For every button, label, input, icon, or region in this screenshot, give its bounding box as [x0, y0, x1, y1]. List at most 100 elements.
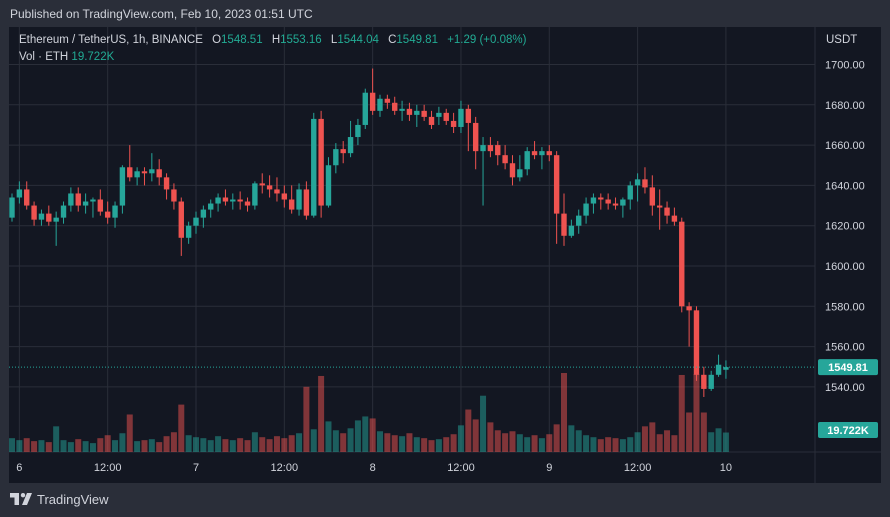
- volume-bar[interactable]: [104, 435, 111, 452]
- candle-body[interactable]: [568, 225, 575, 236]
- volume-bar[interactable]: [450, 434, 457, 452]
- volume-bar[interactable]: [325, 421, 332, 452]
- volume-bar[interactable]: [126, 414, 133, 452]
- volume-bar[interactable]: [362, 416, 369, 452]
- candle-body[interactable]: [546, 151, 552, 156]
- volume-bar[interactable]: [296, 433, 303, 452]
- candle-body[interactable]: [333, 149, 339, 166]
- volume-bar[interactable]: [193, 437, 199, 452]
- volume-bar[interactable]: [354, 420, 361, 452]
- candle-body[interactable]: [311, 118, 317, 216]
- candle-body[interactable]: [97, 199, 104, 212]
- volume-bar[interactable]: [671, 435, 678, 452]
- candle-body[interactable]: [112, 205, 118, 218]
- volume-bar[interactable]: [472, 419, 479, 452]
- candle-body[interactable]: [53, 217, 59, 222]
- volume-bar[interactable]: [273, 436, 280, 452]
- volume-bar[interactable]: [561, 373, 567, 452]
- volume-bar[interactable]: [259, 437, 266, 452]
- candle-body[interactable]: [163, 177, 170, 190]
- volume-bar[interactable]: [200, 438, 207, 452]
- volume-bar[interactable]: [178, 404, 185, 452]
- volume-bar[interactable]: [97, 438, 104, 452]
- volume-bar[interactable]: [421, 438, 428, 452]
- candle-body[interactable]: [266, 185, 273, 190]
- candle-body[interactable]: [465, 108, 472, 123]
- volume-bar[interactable]: [31, 441, 38, 452]
- candle-body[interactable]: [127, 167, 133, 178]
- candle-body[interactable]: [656, 205, 663, 208]
- volume-bar[interactable]: [399, 436, 406, 452]
- candle-body[interactable]: [215, 197, 221, 204]
- volume-bar[interactable]: [141, 440, 148, 452]
- volume-bar[interactable]: [237, 438, 244, 452]
- volume-bar[interactable]: [38, 440, 45, 452]
- candle-body[interactable]: [664, 207, 670, 216]
- candle-body[interactable]: [340, 149, 346, 154]
- candle-body[interactable]: [303, 189, 310, 216]
- candle-body[interactable]: [68, 193, 74, 206]
- candle-body[interactable]: [553, 155, 560, 214]
- volume-bar[interactable]: [119, 433, 126, 452]
- candle-body[interactable]: [222, 197, 229, 202]
- volume-bar[interactable]: [53, 426, 60, 452]
- volume-bar[interactable]: [443, 437, 450, 452]
- volume-bar[interactable]: [612, 438, 619, 452]
- volume-bar[interactable]: [185, 435, 192, 452]
- chart-area[interactable]: 1700.00 1680.00 1660.00 1640.00 1620.00 1600.…: [9, 27, 881, 483]
- volume-bar[interactable]: [457, 425, 464, 452]
- volume-bar[interactable]: [413, 437, 420, 452]
- candle-body[interactable]: [679, 221, 685, 307]
- volume-bar[interactable]: [347, 428, 354, 452]
- volume-bar[interactable]: [546, 434, 553, 452]
- volume-bar[interactable]: [281, 438, 288, 452]
- candle-body[interactable]: [377, 98, 383, 111]
- candle-body[interactable]: [517, 169, 523, 178]
- candle-body[interactable]: [642, 179, 648, 188]
- candle-body[interactable]: [686, 306, 692, 311]
- candle-body[interactable]: [472, 122, 479, 152]
- volume-bar[interactable]: [369, 418, 376, 452]
- volume-bar[interactable]: [509, 431, 516, 452]
- candle-body[interactable]: [620, 199, 626, 206]
- candle-body[interactable]: [576, 215, 582, 226]
- volume-bar[interactable]: [678, 374, 685, 452]
- volume-bar[interactable]: [634, 432, 641, 452]
- candle-body[interactable]: [502, 155, 508, 164]
- volume-bar[interactable]: [170, 432, 177, 452]
- candle-body[interactable]: [392, 102, 398, 111]
- candle-body[interactable]: [259, 183, 265, 186]
- candle-body[interactable]: [119, 167, 126, 206]
- candle-body[interactable]: [509, 163, 516, 178]
- volume-bar[interactable]: [708, 432, 715, 452]
- candle-body[interactable]: [82, 201, 89, 206]
- volume-bar[interactable]: [480, 395, 487, 452]
- volume-bar[interactable]: [391, 435, 398, 452]
- candle-body[interactable]: [171, 189, 177, 202]
- volume-bar[interactable]: [163, 436, 170, 452]
- candle-body[interactable]: [149, 169, 155, 174]
- volume-bar[interactable]: [627, 437, 634, 452]
- candle-body[interactable]: [480, 145, 486, 152]
- candle-body[interactable]: [715, 364, 722, 375]
- candle-body[interactable]: [38, 213, 45, 220]
- candle-body[interactable]: [627, 185, 633, 200]
- volume-bar[interactable]: [384, 433, 391, 452]
- volume-bar[interactable]: [715, 428, 722, 452]
- candle-body[interactable]: [288, 199, 295, 210]
- candle-body[interactable]: [274, 189, 280, 194]
- candle-body[interactable]: [428, 116, 435, 125]
- volume-bar[interactable]: [266, 439, 273, 452]
- candle-body[interactable]: [104, 211, 111, 218]
- candle-body[interactable]: [406, 108, 413, 115]
- candle-body[interactable]: [458, 108, 464, 127]
- candle-body[interactable]: [531, 151, 538, 156]
- volume-bar[interactable]: [641, 426, 648, 452]
- volume-bar[interactable]: [516, 434, 523, 452]
- volume-bar[interactable]: [244, 440, 251, 452]
- candle-body[interactable]: [185, 225, 192, 238]
- volume-bar[interactable]: [23, 438, 30, 452]
- volume-bar[interactable]: [649, 422, 656, 452]
- volume-bar[interactable]: [494, 430, 501, 452]
- volume-bar[interactable]: [590, 437, 597, 452]
